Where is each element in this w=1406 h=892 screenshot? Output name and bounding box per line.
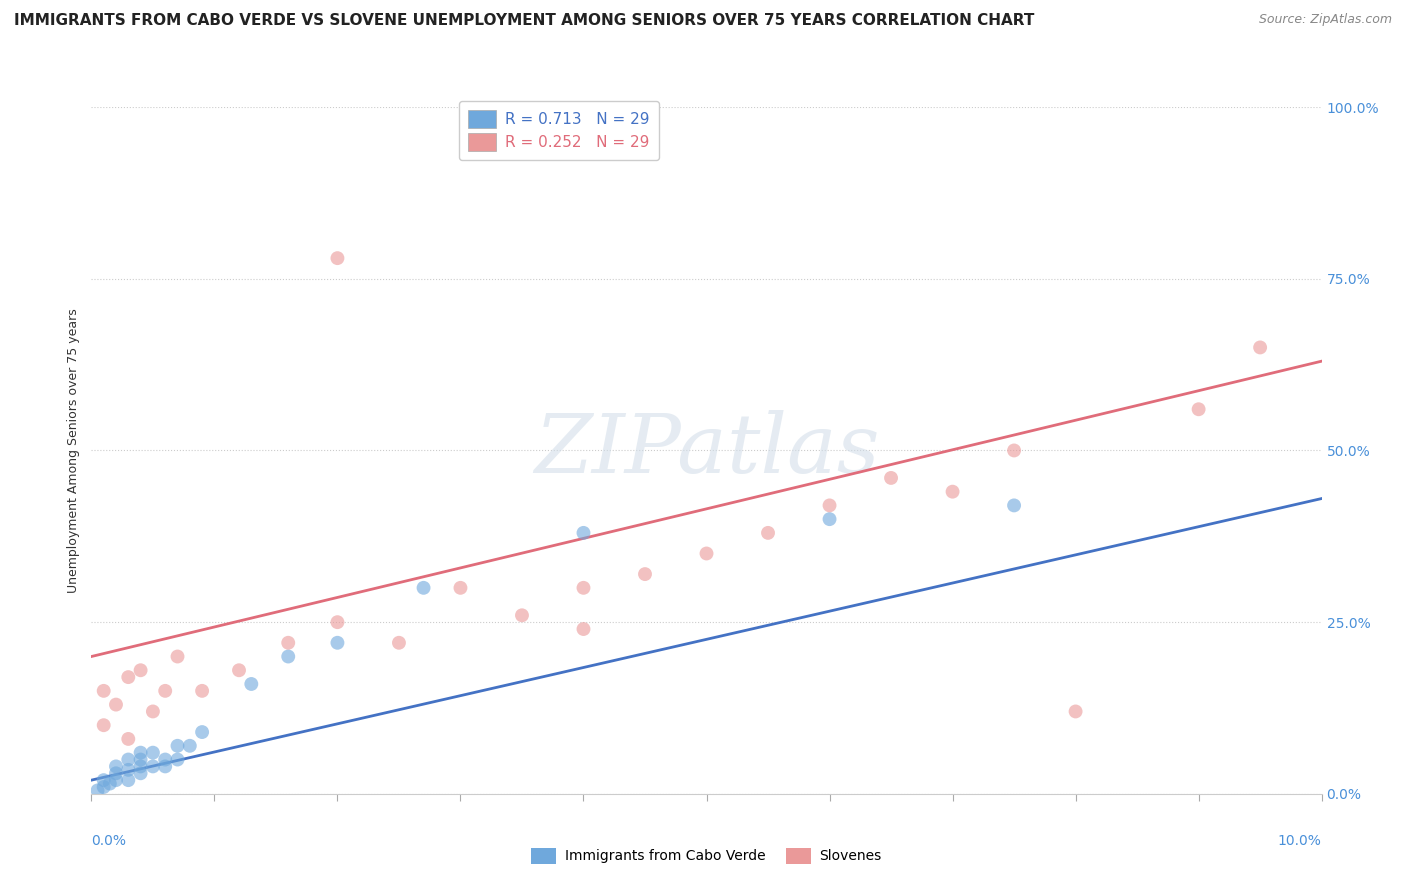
Point: [572, 525, 595, 540]
Point: [93, 780, 115, 794]
Point: [105, 759, 127, 773]
Point: [93, 773, 115, 788]
Point: [153, 759, 177, 773]
Point: [129, 746, 152, 760]
Point: [105, 698, 127, 712]
Point: [105, 773, 127, 788]
Point: [117, 752, 139, 766]
Point: [191, 725, 214, 739]
Point: [277, 649, 299, 664]
Text: 10.0%: 10.0%: [1278, 834, 1322, 848]
Point: [98, 776, 121, 790]
Point: [129, 663, 152, 677]
Point: [510, 608, 533, 623]
Point: [93, 683, 115, 698]
Point: [326, 615, 349, 630]
Point: [93, 718, 115, 732]
Point: [326, 251, 349, 265]
Point: [942, 484, 965, 499]
Point: [412, 581, 434, 595]
Point: [277, 636, 299, 650]
Legend: Immigrants from Cabo Verde, Slovenes: Immigrants from Cabo Verde, Slovenes: [526, 842, 887, 870]
Point: [166, 752, 188, 766]
Text: 0.0%: 0.0%: [91, 834, 127, 848]
Point: [572, 581, 595, 595]
Point: [86, 783, 108, 797]
Point: [449, 581, 471, 595]
Point: [326, 636, 349, 650]
Point: [818, 512, 841, 526]
Point: [191, 683, 214, 698]
Point: [818, 499, 841, 513]
Point: [696, 546, 718, 561]
Text: IMMIGRANTS FROM CABO VERDE VS SLOVENE UNEMPLOYMENT AMONG SENIORS OVER 75 YEARS C: IMMIGRANTS FROM CABO VERDE VS SLOVENE UN…: [14, 13, 1035, 29]
Point: [105, 766, 127, 780]
Point: [166, 739, 188, 753]
Point: [388, 636, 411, 650]
Point: [228, 663, 250, 677]
Text: ZIPatlas: ZIPatlas: [534, 410, 879, 491]
Point: [153, 683, 177, 698]
Point: [572, 622, 595, 636]
Point: [142, 759, 165, 773]
Point: [117, 670, 139, 684]
Point: [117, 763, 139, 777]
Point: [634, 567, 657, 582]
Point: [153, 752, 177, 766]
Point: [240, 677, 263, 691]
Point: [129, 759, 152, 773]
Point: [166, 649, 188, 664]
Point: [142, 705, 165, 719]
Point: [117, 773, 139, 788]
Point: [142, 746, 165, 760]
Point: [1002, 499, 1025, 513]
Point: [179, 739, 201, 753]
Point: [117, 731, 139, 746]
Point: [1249, 340, 1271, 354]
Point: [129, 752, 152, 766]
Text: Source: ZipAtlas.com: Source: ZipAtlas.com: [1258, 13, 1392, 27]
Point: [1187, 402, 1209, 417]
Point: [756, 525, 779, 540]
Point: [129, 766, 152, 780]
Point: [1064, 705, 1087, 719]
Point: [1002, 443, 1025, 458]
Y-axis label: Unemployment Among Seniors over 75 years: Unemployment Among Seniors over 75 years: [67, 308, 80, 593]
Point: [880, 471, 903, 485]
